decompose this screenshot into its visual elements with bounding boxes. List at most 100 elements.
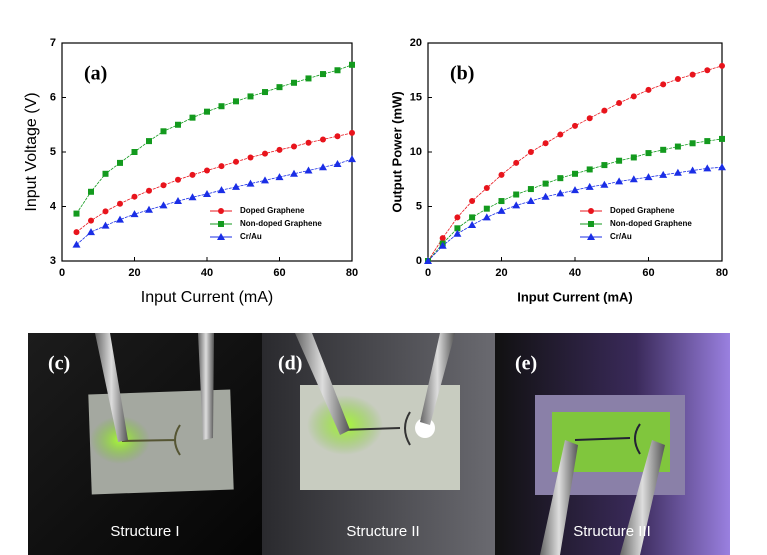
probe [420, 333, 455, 425]
legend-label: Non-doped Graphene [240, 219, 322, 228]
panel-caption: Structure III [573, 523, 651, 540]
series-line [427, 65, 723, 262]
y-tick-label: 5 [416, 200, 422, 212]
legend-marker [217, 233, 225, 240]
data-point [645, 150, 652, 157]
data-point [469, 198, 476, 205]
legend-marker [588, 221, 594, 227]
data-point [630, 154, 637, 161]
data-point [719, 135, 725, 142]
data-point [689, 140, 696, 147]
data-point [145, 205, 153, 213]
probe [540, 440, 578, 555]
panel-caption: Structure I [110, 523, 179, 540]
data-point [261, 176, 269, 184]
data-point [247, 93, 254, 100]
probe [295, 333, 350, 435]
data-point [542, 140, 549, 147]
data-point [247, 154, 254, 161]
data-point [88, 217, 94, 224]
legend-label: Cr/Au [610, 232, 632, 241]
data-point [72, 240, 81, 248]
data-point [160, 182, 167, 189]
data-point [585, 182, 594, 190]
data-point [527, 149, 534, 155]
legend-marker [218, 221, 224, 227]
x-axis-title: Input Current (mA) [141, 289, 273, 306]
data-point [175, 121, 181, 128]
data-point [453, 229, 462, 237]
data-point [483, 184, 490, 191]
data-point [541, 192, 550, 200]
data-point [482, 213, 491, 221]
data-point [101, 221, 110, 229]
data-point [305, 75, 312, 82]
series-line [76, 64, 353, 214]
probe [620, 440, 665, 555]
data-point [246, 179, 255, 187]
data-point [348, 155, 356, 163]
data-point [674, 75, 681, 82]
data-point [319, 163, 327, 171]
data-point [616, 99, 623, 106]
data-point [217, 186, 226, 194]
x-tick-label: 0 [59, 267, 65, 279]
data-point [290, 169, 298, 177]
data-point [130, 210, 139, 218]
probe [95, 333, 128, 442]
panel-label: (b) [450, 63, 474, 85]
data-point [88, 188, 94, 195]
chart: 3 4 5 6 7 0 20 40 60 80 Input Current (mA) Input Vo… [23, 37, 358, 306]
data-point [159, 201, 168, 209]
x-tick-label: 60 [273, 267, 285, 279]
data-point [102, 170, 109, 177]
y-tick-label: 0 [416, 255, 422, 267]
data-point [469, 214, 476, 221]
data-point [276, 146, 283, 153]
y-tick-label: 5 [50, 146, 56, 158]
data-point [719, 62, 725, 69]
data-point [468, 221, 477, 229]
data-point [218, 103, 225, 110]
data-point [117, 159, 123, 166]
data-point [644, 173, 653, 181]
data-point [233, 158, 239, 165]
data-point [704, 67, 711, 74]
x-tick-label: 40 [569, 267, 581, 279]
legend-marker [218, 208, 224, 214]
data-point [513, 159, 520, 166]
series-line [76, 158, 353, 245]
data-point [673, 168, 682, 176]
data-point [498, 171, 505, 178]
x-tick-label: 20 [128, 267, 140, 279]
y-tick-label: 10 [410, 146, 422, 158]
data-point [526, 197, 535, 205]
data-point [660, 81, 667, 88]
x-tick-label: 80 [716, 267, 728, 279]
y-tick-label: 6 [50, 91, 56, 103]
x-tick-label: 0 [425, 267, 431, 279]
data-point [333, 159, 342, 167]
data-point [174, 197, 182, 205]
x-tick-label: 80 [346, 267, 358, 279]
data-point [704, 138, 711, 145]
legend-label: Cr/Au [240, 232, 262, 241]
x-tick-label: 20 [495, 267, 507, 279]
panel-label: (d) [278, 353, 302, 375]
data-point [615, 177, 624, 185]
data-point [131, 149, 138, 155]
data-point [291, 143, 297, 150]
data-point [320, 71, 326, 78]
y-tick-label: 3 [50, 255, 56, 267]
panel-label: (a) [84, 63, 107, 85]
data-point [513, 191, 520, 198]
data-point [232, 182, 240, 190]
data-point [304, 166, 313, 174]
probe [198, 333, 214, 440]
series-line [76, 132, 353, 233]
chip [88, 389, 234, 495]
data-point [512, 201, 521, 209]
panel-label: (e) [515, 353, 537, 375]
y-tick-label: 15 [410, 91, 422, 103]
panel-caption: Structure II [346, 523, 419, 540]
